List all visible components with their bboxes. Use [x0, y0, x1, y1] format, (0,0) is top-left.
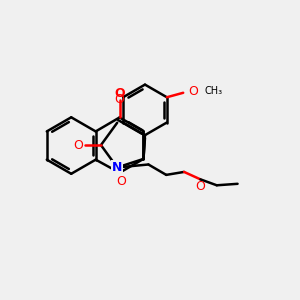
Text: CH₃: CH₃: [205, 86, 223, 96]
Text: O: O: [114, 87, 125, 100]
Text: O: O: [196, 180, 206, 193]
Text: O: O: [116, 175, 126, 188]
Text: O: O: [189, 85, 199, 98]
Text: N: N: [112, 161, 122, 174]
Text: O: O: [73, 139, 83, 152]
Text: O: O: [115, 93, 124, 106]
